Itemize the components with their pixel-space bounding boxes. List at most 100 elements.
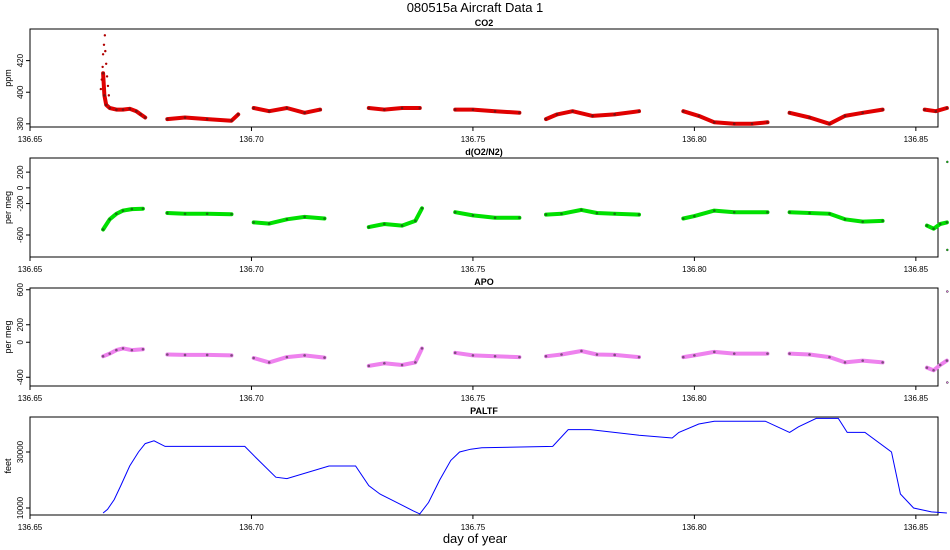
data-point: [141, 207, 145, 210]
x-tick-label: 136.75: [461, 135, 486, 144]
data-segment: [681, 349, 770, 360]
data-point: [788, 352, 791, 355]
data-point: [100, 78, 103, 81]
outlier-point: [946, 290, 949, 293]
outlier-point: [946, 381, 949, 384]
y-tick-label: 380: [16, 117, 25, 131]
data-point: [103, 94, 106, 97]
panel-title: PALTF: [470, 406, 498, 416]
y-tick-label: 400: [16, 85, 25, 99]
series-line: [102, 417, 947, 515]
x-tick-label: 136.65: [18, 394, 43, 403]
data-segment: [366, 206, 424, 230]
data-point: [808, 211, 811, 215]
x-tick-label: 136.80: [682, 135, 707, 144]
panel-3: APO 136.65 136.70 136.75 136.80 136.85 -400 0 20…: [3, 277, 949, 403]
x-tick-label: 136.65: [18, 523, 43, 532]
y-tick-label: 10000: [16, 496, 25, 519]
data-point: [383, 361, 386, 365]
x-tick-label: 136.80: [682, 265, 707, 274]
data-point: [766, 352, 769, 355]
data-point: [932, 368, 935, 372]
x-tick-label: 136.85: [904, 265, 929, 274]
plot-frame: [29, 416, 939, 516]
data-point: [637, 109, 641, 113]
data-point: [682, 217, 685, 220]
y-axis-label: ppm: [3, 69, 13, 87]
plot-frame: [29, 287, 939, 387]
data-segment: [165, 112, 241, 123]
data-point: [183, 116, 187, 119]
data-point: [267, 222, 271, 225]
data-point: [945, 106, 949, 110]
x-tick-label: 136.65: [18, 135, 43, 144]
figure-title: 080515a Aircraft Data 1: [406, 0, 544, 15]
data-point: [101, 71, 105, 75]
x-axis-label: day of year: [442, 531, 508, 546]
data-point: [252, 356, 255, 360]
data-point: [303, 215, 306, 219]
x-tick-label: 136.65: [18, 265, 43, 274]
data-point: [881, 361, 884, 364]
data-point: [400, 106, 404, 110]
data-point: [230, 119, 233, 122]
data-point: [925, 224, 929, 227]
y-tick-label: 200: [16, 165, 25, 179]
data-point: [99, 87, 103, 91]
y-axis-label: per meg: [3, 191, 13, 224]
data-point: [732, 210, 736, 214]
y-tick-label: 600: [16, 283, 25, 297]
data-point: [861, 220, 865, 223]
data-point: [713, 209, 716, 212]
data-point: [101, 53, 105, 56]
data-point: [101, 65, 104, 69]
data-point: [128, 107, 131, 111]
data-point: [925, 366, 929, 369]
data-point: [934, 109, 938, 113]
data-point: [252, 221, 255, 224]
panel-4: PALTF 136.65 136.70 136.75 136.80 136.85 10000…: [3, 406, 947, 532]
data-point: [861, 359, 865, 362]
data-point: [130, 348, 134, 352]
data-point: [493, 354, 497, 358]
data-point: [205, 117, 209, 121]
data-point: [383, 108, 386, 111]
data-point: [420, 347, 424, 350]
plot-frame: [29, 157, 939, 258]
panel-title: APO: [474, 277, 494, 287]
data-point: [104, 62, 108, 65]
data-point: [230, 212, 233, 216]
data-point: [418, 106, 422, 110]
x-tick-label: 136.75: [461, 265, 486, 274]
data-point: [183, 353, 187, 357]
data-point: [367, 364, 371, 368]
data-point: [130, 207, 134, 211]
data-point: [420, 206, 424, 210]
data-segment: [165, 211, 234, 217]
data-point: [367, 106, 371, 110]
x-tick-label: 136.80: [682, 523, 707, 532]
data-point: [595, 211, 599, 215]
data-segment: [544, 207, 641, 217]
data-segment: [366, 106, 422, 112]
data-point: [453, 351, 457, 355]
data-segment: [453, 107, 522, 115]
data-point: [766, 210, 769, 214]
data-point: [493, 216, 497, 220]
data-point: [103, 34, 107, 37]
data-point: [613, 353, 616, 357]
data-point: [544, 117, 548, 121]
data-point: [108, 106, 112, 110]
data-point: [115, 108, 118, 111]
data-point: [580, 349, 583, 353]
data-point: [414, 219, 417, 223]
data-point: [544, 213, 548, 216]
data-point: [560, 212, 563, 216]
data-point: [471, 354, 475, 357]
data-point: [693, 354, 696, 357]
data-point: [285, 217, 289, 221]
data-point: [205, 353, 209, 357]
data-segment: [101, 206, 145, 232]
data-point: [843, 217, 847, 221]
data-point: [166, 353, 169, 356]
